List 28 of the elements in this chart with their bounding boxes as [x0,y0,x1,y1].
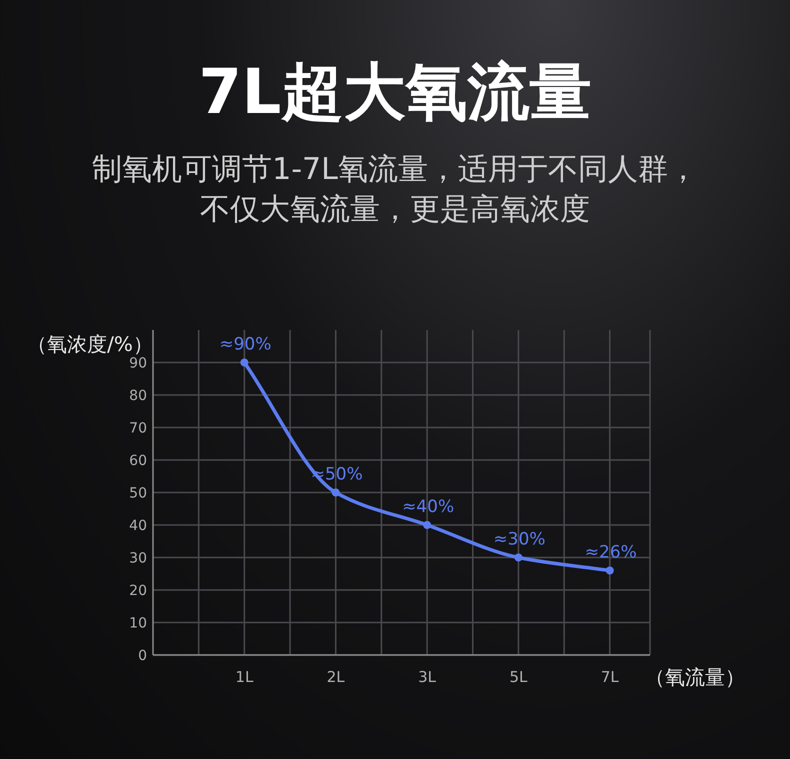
point [514,554,522,562]
chart-subtitle: 制氧机可调节1-7L氧流量，适用于不同人群，不仅大氧流量，更是高氧浓度 [91,151,699,229]
y-tick-label: 0 [138,648,147,664]
y-tick-label: 70 [129,420,147,436]
x-tick-label: 1L [235,668,254,686]
data-label: ≈40% [402,497,454,517]
y-tick-label: 40 [129,518,147,534]
y-tick-label: 30 [129,550,147,566]
chart-title: 7L超大氧流量 [198,54,592,130]
x-tick-label: 2L [326,668,346,686]
x-tick-label: 5L [509,668,528,686]
y-tick-label: 10 [129,616,147,632]
y-tick-label: 80 [129,388,147,404]
data-label: ≈26% [584,542,637,562]
x-axis-title: （氧流量） [645,665,745,689]
data-label: ≈30% [493,530,546,550]
point [606,566,614,574]
y-tick-label: 90 [129,356,147,372]
point [240,358,248,366]
y-axis-title: （氧浓度/%） [27,332,153,356]
y-tick-label: 50 [129,486,147,502]
y-tick-label: 60 [129,453,147,469]
x-tick-label: 3L [418,668,437,686]
x-tick-label: 7L [600,668,620,686]
point [332,488,340,496]
y-tick-label: 20 [129,583,147,599]
point [423,521,432,529]
data-label: ≈90% [219,334,272,354]
